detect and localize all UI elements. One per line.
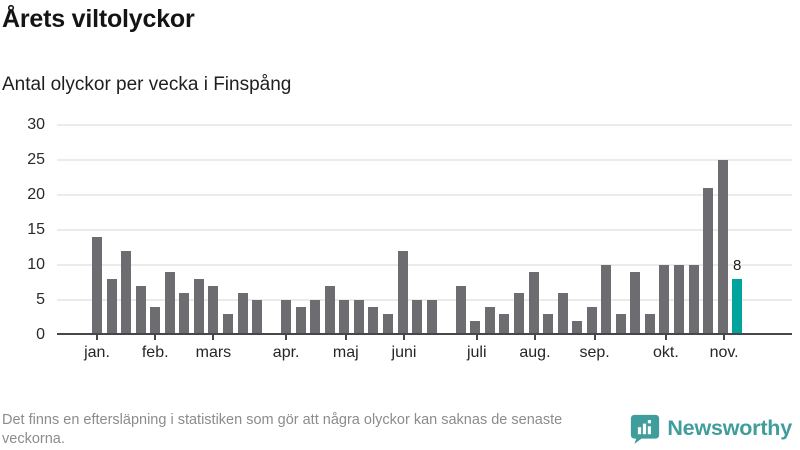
x-tick-sep <box>593 335 596 340</box>
bar-week-37 <box>615 314 626 335</box>
x-axis-label-mars: mars <box>195 344 232 361</box>
y-axis-label-10: 10 <box>27 256 45 273</box>
y-axis: 0 5 10 15 20 25 30 <box>0 116 45 343</box>
x-tick-jan <box>96 335 98 340</box>
x-tick-juli <box>475 335 478 340</box>
x-axis-line <box>57 333 792 335</box>
bar-week-23 <box>412 300 423 335</box>
x-tick-feb <box>154 335 157 340</box>
x-axis-label-aug: aug. <box>519 344 551 361</box>
y-axis-label-20: 20 <box>27 186 45 203</box>
bar-week-32 <box>543 314 554 335</box>
grid-line-5 <box>57 299 792 301</box>
bar-week-41 <box>674 265 684 335</box>
bar-week-33 <box>557 293 568 335</box>
bar-week-24 <box>426 300 437 335</box>
bar-week-6 <box>164 272 175 335</box>
bar-week-36 <box>601 265 612 335</box>
bar-week-39 <box>644 314 655 335</box>
bar-week-44 <box>717 160 728 335</box>
chart-subtitle: Antal olyckor per vecka i Finspång <box>2 74 292 95</box>
bar-week-34 <box>572 321 583 335</box>
x-axis-label-sep: sep. <box>579 344 610 361</box>
x-tick-aug <box>533 335 536 340</box>
bar-week-11 <box>237 293 248 335</box>
x-axis-label-apr: apr. <box>272 344 300 361</box>
bar-week-10 <box>222 314 233 335</box>
x-tick-okt <box>664 335 667 340</box>
bar-week-9 <box>208 286 219 335</box>
bar-week-38 <box>630 272 641 335</box>
grid-line-15 <box>57 229 792 231</box>
bar-week-45 <box>732 279 743 335</box>
grid-line-30 <box>57 124 792 126</box>
grid-line-25 <box>57 159 792 161</box>
x-tick-maj <box>344 335 347 340</box>
bar-week-19 <box>353 300 364 335</box>
bar-week-14 <box>281 300 292 335</box>
y-axis-label-30: 30 <box>27 116 45 133</box>
x-tick-mars <box>212 335 215 340</box>
x-axis-label-okt: okt. <box>652 344 679 361</box>
newsworthy-icon <box>630 413 660 444</box>
bar-week-4 <box>135 286 146 335</box>
bar-week-27 <box>470 321 481 335</box>
bar-week-8 <box>193 279 204 335</box>
bar-week-3 <box>121 251 132 335</box>
x-axis-label-maj: maj <box>332 344 359 361</box>
bar-week-21 <box>383 314 393 335</box>
page-title: Årets viltolyckor <box>2 5 195 33</box>
plot-area: 8 <box>57 124 792 335</box>
x-tick-apr <box>285 335 288 340</box>
x-tick-juni <box>403 335 405 340</box>
bar-week-1 <box>92 237 102 335</box>
bar-week-22 <box>397 251 408 335</box>
bar-week-20 <box>368 307 379 335</box>
highlight-value-label: 8 <box>733 257 742 274</box>
y-axis-label-5: 5 <box>36 291 45 308</box>
bar-week-2 <box>106 279 117 335</box>
x-axis-label-nov: nov. <box>709 344 739 361</box>
bar-week-7 <box>179 293 190 335</box>
x-tick-nov <box>723 335 726 340</box>
bar-week-35 <box>586 307 597 335</box>
bar-week-17 <box>324 286 335 335</box>
bar-week-43 <box>703 188 714 335</box>
y-axis-label-25: 25 <box>27 151 45 168</box>
y-axis-label-15: 15 <box>27 221 45 238</box>
bar-week-12 <box>252 300 263 335</box>
x-axis-label-juli: juli <box>466 344 487 361</box>
x-axis-label-feb: feb. <box>141 344 169 361</box>
footnote: Det finns en eftersläpning i statistiken… <box>2 412 563 448</box>
bar-week-28 <box>484 307 495 335</box>
bar-week-26 <box>455 286 466 335</box>
brand-name: Newsworthy <box>667 416 792 440</box>
bar-week-31 <box>528 272 539 335</box>
grid-line-20 <box>57 194 792 196</box>
bar-week-30 <box>513 293 524 335</box>
x-axis-label-juni: juni <box>391 344 417 361</box>
bar-week-42 <box>688 265 699 335</box>
brand-logo: Newsworthy <box>630 413 792 444</box>
bar-week-18 <box>339 300 350 335</box>
x-axis: jan. feb. mars apr. maj juni juli aug. sep. okt. n… <box>57 335 792 365</box>
y-axis-label-0: 0 <box>36 326 45 343</box>
x-axis-label-jan: jan. <box>84 344 110 361</box>
bar-week-16 <box>310 300 321 335</box>
bar-week-40 <box>659 265 670 335</box>
bar-week-5 <box>150 307 161 335</box>
bar-week-15 <box>295 307 306 335</box>
grid-line-10 <box>57 264 792 266</box>
bar-week-29 <box>499 314 510 335</box>
